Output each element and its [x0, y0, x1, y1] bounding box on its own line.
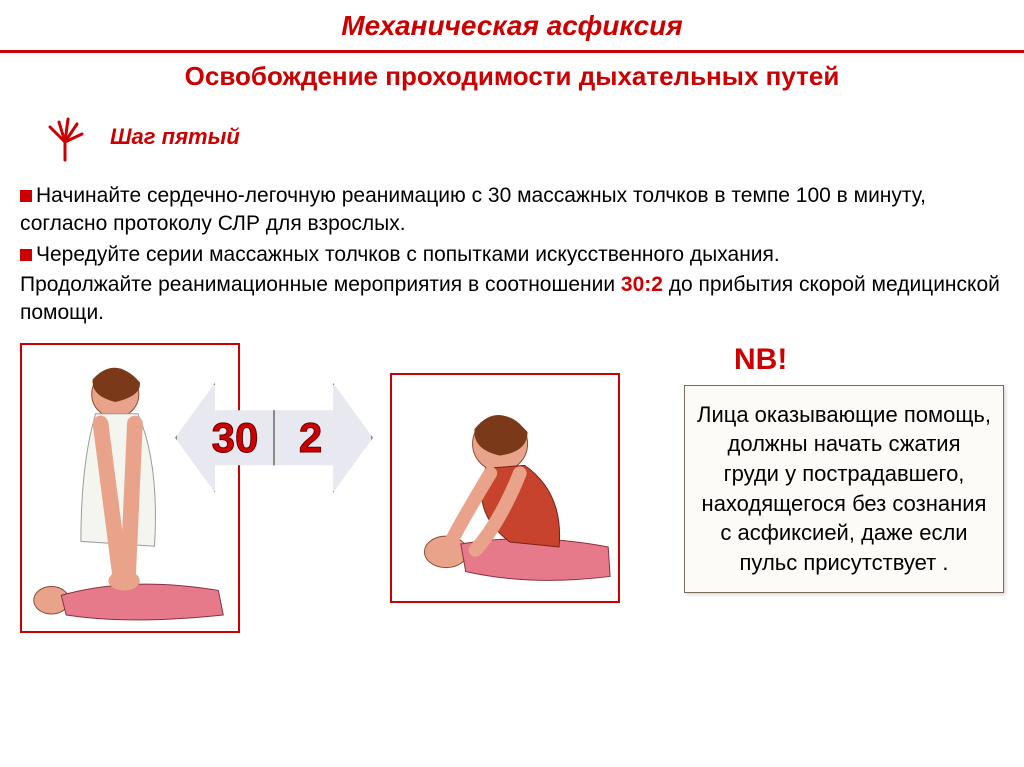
breaths-figure — [392, 375, 618, 601]
arrow-right: 2 — [273, 383, 373, 493]
paragraph-1: Начинайте сердечно-легочную реанимацию с… — [20, 182, 1004, 239]
nb-box: Лица оказывающие помощь, должны начать с… — [684, 385, 1004, 593]
page-title: Механическая асфиксия — [0, 0, 1024, 42]
main-illustration-area: 30 2 NB! Лица оказывающие помощь, должн — [0, 343, 1024, 633]
cpr-ratio-text: 30:2 — [621, 273, 663, 296]
cpr-ratio-arrows: 30 2 — [175, 383, 373, 493]
paragraph-2-text: Чередуйте серии массажных толчков с попы… — [36, 243, 780, 266]
hand-icon — [40, 112, 90, 162]
paragraph-3a: Продолжайте реанимационные мероприятия в… — [20, 273, 621, 296]
bullet-icon — [20, 249, 32, 261]
divider — [0, 50, 1024, 53]
step-header: Шаг пятый — [40, 112, 1024, 162]
nb-label: NB! — [734, 343, 1004, 377]
step-label: Шаг пятый — [110, 124, 240, 150]
paragraph-3: Продолжайте реанимационные мероприятия в… — [20, 271, 1004, 328]
compressions-count: 30 — [212, 414, 259, 462]
paragraph-2: Чередуйте серии массажных толчков с попы… — [20, 241, 1004, 269]
note-section: NB! Лица оказывающие помощь, должны нача… — [684, 343, 1004, 633]
illustration-group: 30 2 — [20, 343, 620, 633]
bullet-icon — [20, 190, 32, 202]
arrow-left: 30 — [175, 383, 275, 493]
breaths-count: 2 — [299, 414, 322, 462]
paragraph-1-text: Начинайте сердечно-легочную реанимацию с… — [20, 184, 926, 235]
page-subtitle: Освобождение проходимости дыхательных пу… — [0, 61, 1024, 92]
illustration-breaths — [390, 373, 620, 603]
